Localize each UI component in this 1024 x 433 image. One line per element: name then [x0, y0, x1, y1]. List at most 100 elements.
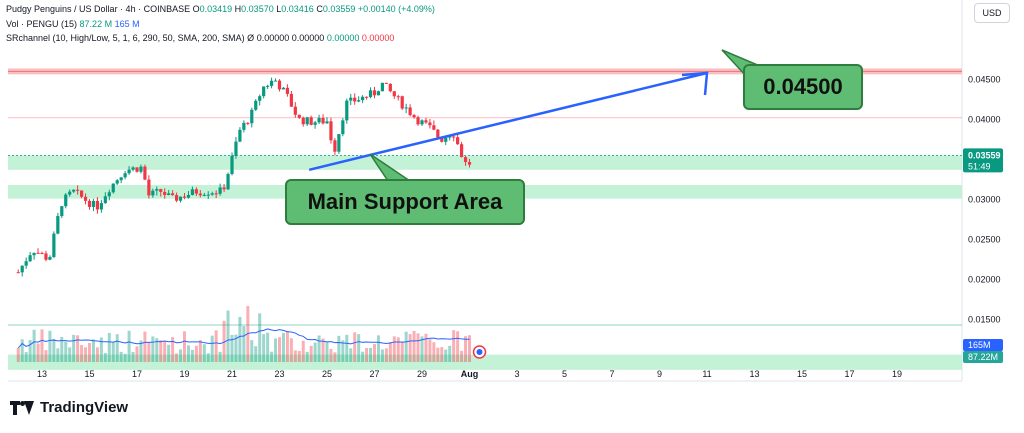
candle	[44, 253, 48, 260]
volume-bar	[111, 341, 115, 362]
volume-bar	[305, 351, 309, 362]
time-tick-6: 25	[322, 369, 332, 379]
candle	[309, 117, 313, 125]
time-tick-16: 15	[797, 369, 807, 379]
candle	[230, 155, 234, 175]
volume-bar	[48, 330, 52, 362]
volume-bar	[345, 334, 349, 362]
volume-bar	[84, 347, 88, 362]
candle	[361, 96, 365, 101]
volume-bar	[135, 346, 139, 362]
candle	[139, 166, 143, 172]
volume-bar	[60, 336, 64, 362]
price-change: +0.00140 (+4.09%)	[357, 4, 435, 14]
volume-bar	[281, 332, 285, 362]
volume-bar	[270, 351, 274, 362]
last-price-tag	[963, 148, 1003, 173]
volume-bar	[456, 331, 460, 362]
price-tick-6: 0.01500	[968, 314, 1001, 324]
candle	[428, 122, 432, 126]
candle	[440, 137, 444, 142]
ohlc-close: C0.03559	[316, 4, 356, 14]
volume-bar	[80, 345, 84, 362]
candle	[341, 120, 345, 135]
time-tick-17: 17	[844, 369, 854, 379]
price-tick-0: 0.04500	[968, 74, 1001, 84]
volume-bar	[155, 338, 159, 362]
candle	[396, 96, 400, 98]
volume-bar	[400, 341, 404, 362]
candle	[246, 122, 250, 124]
candle	[64, 194, 68, 207]
candle	[214, 193, 218, 195]
volume-bar	[337, 335, 341, 362]
candle	[277, 80, 282, 90]
candle	[135, 167, 139, 172]
volume-bar	[404, 331, 408, 362]
candle	[87, 200, 92, 207]
indicator-value-1: 0.00000	[256, 33, 290, 43]
volume-bar	[468, 335, 471, 362]
volume-bar	[198, 340, 202, 362]
volume-bar	[24, 352, 28, 362]
volume-bar	[36, 343, 40, 362]
volume-bar	[186, 345, 190, 362]
price-tick-5: 0.02000	[968, 274, 1001, 284]
tradingview-logo[interactable]: TradingView	[10, 399, 128, 416]
time-tick-4: 21	[227, 369, 237, 379]
bar-countdown: 51:49	[968, 161, 991, 171]
indicator-value-4: 0.00000	[361, 33, 395, 43]
volume-label: Vol · PENGU (15)	[6, 19, 78, 29]
candle	[372, 90, 377, 96]
candle	[198, 193, 202, 196]
candle	[305, 117, 309, 125]
volume-bar	[274, 338, 278, 362]
candle	[408, 107, 412, 116]
volume-bar	[20, 339, 24, 362]
candle	[301, 117, 305, 125]
candle	[155, 189, 159, 191]
volume-legend: Vol · PENGU (15) 87.22 M 165 M	[6, 18, 140, 30]
volume-bar	[254, 346, 258, 362]
candle	[467, 162, 472, 165]
time-tick-5: 23	[274, 369, 284, 379]
candle	[329, 121, 333, 141]
volume-bar	[151, 336, 155, 362]
candle	[242, 122, 246, 130]
indicator-value-3: 0.00000	[326, 33, 360, 43]
support-area-label: Main Support Area	[307, 189, 503, 214]
candle	[404, 107, 408, 109]
candle	[238, 129, 242, 142]
candle	[68, 191, 72, 195]
candle	[72, 189, 76, 192]
candle	[353, 97, 357, 102]
volume-bar	[361, 351, 365, 362]
volume-bar	[127, 330, 131, 362]
volume-bar	[396, 337, 400, 362]
volume-bar	[147, 342, 151, 362]
volume-bar	[171, 337, 175, 362]
target-price-label: 0.04500	[763, 74, 843, 99]
candle	[281, 87, 286, 90]
candle	[459, 144, 464, 158]
time-tick-1: 15	[84, 369, 94, 379]
volume-bar	[460, 350, 464, 362]
volume-bar	[424, 333, 428, 362]
target-arrow-head	[681, 71, 709, 96]
currency-button[interactable]: USD	[974, 3, 1010, 23]
candle	[293, 106, 297, 115]
time-tick-7: 27	[369, 369, 379, 379]
indicator-symbol: Ø	[247, 33, 255, 43]
candle	[222, 187, 226, 190]
volume-zone	[8, 354, 962, 370]
volume-bar	[16, 347, 20, 362]
volume-bar	[349, 348, 353, 362]
candle	[95, 200, 100, 210]
ohlc-low: L0.03416	[276, 4, 314, 14]
candle	[269, 80, 274, 86]
volume-bar	[285, 331, 289, 362]
volume-bar	[380, 349, 384, 362]
last-price-value: 0.03559	[968, 150, 1001, 160]
volume-bar	[266, 332, 270, 362]
